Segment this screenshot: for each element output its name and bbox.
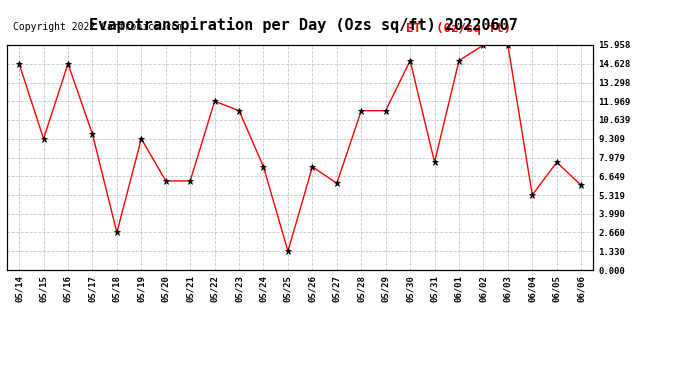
Text: ET  (0z/sq ft): ET (0z/sq ft): [406, 22, 511, 36]
Text: Evapotranspiration per Day (Ozs sq/ft) 20220607: Evapotranspiration per Day (Ozs sq/ft) 2…: [89, 17, 518, 33]
Text: Copyright 2022 Cartronics.com: Copyright 2022 Cartronics.com: [13, 22, 183, 33]
